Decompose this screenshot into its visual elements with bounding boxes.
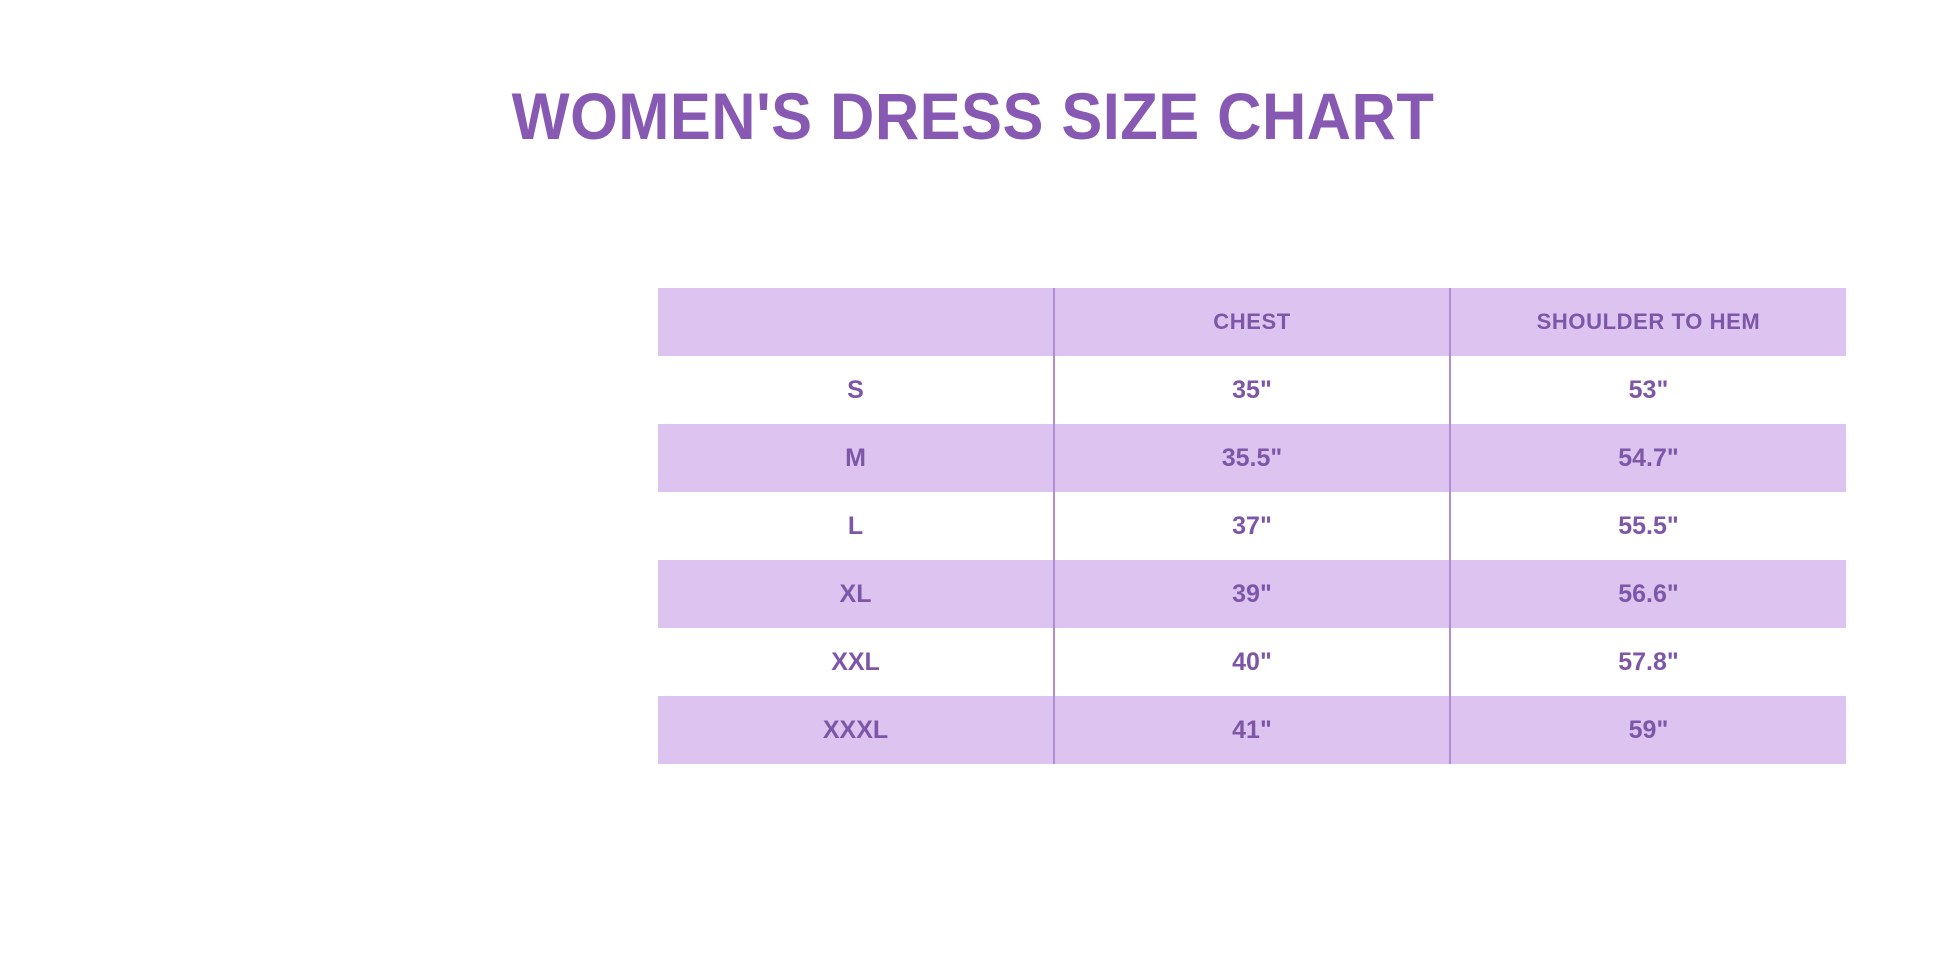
table-row: XXXL 41" 59"	[658, 696, 1846, 764]
cell-shoulder-to-hem: 56.6"	[1449, 560, 1846, 628]
cell-size: S	[847, 375, 864, 404]
column-header-size	[658, 288, 1054, 356]
cell-shoulder-to-hem: 59"	[1449, 696, 1846, 764]
cell-shoulder-to-hem: 55.5"	[1449, 492, 1846, 560]
cell-chest: 39"	[1053, 560, 1450, 628]
page-title: WOMEN'S DRESS SIZE CHART	[511, 79, 1435, 153]
cell-shoulder-to-hem: 57.8"	[1449, 628, 1846, 696]
cell-size: M	[845, 443, 866, 472]
table-row: S 35" 53"	[658, 356, 1846, 424]
table-row: XXL 40" 57.8"	[658, 628, 1846, 696]
cell-chest: 41"	[1053, 696, 1450, 764]
column-header-chest: CHEST	[1053, 288, 1450, 356]
cell-chest: 40"	[1053, 628, 1450, 696]
table-header: CHEST SHOULDER TO HEM	[658, 288, 1846, 356]
table-body: S 35" 53" M 35.5" 54.7" L 37" 55.5" XL 3…	[658, 356, 1846, 764]
cell-chest: 35.5"	[1053, 424, 1450, 492]
table-row: XL 39" 56.6"	[658, 560, 1846, 628]
size-chart-table: CHEST SHOULDER TO HEM S 35" 53" M 35.5" …	[658, 288, 1846, 764]
cell-size: XL	[839, 579, 872, 608]
table-row: M 35.5" 54.7"	[658, 424, 1846, 492]
column-header-shoulder-to-hem: SHOULDER TO HEM	[1449, 288, 1846, 356]
cell-size: XXL	[831, 647, 880, 676]
cell-size: L	[847, 511, 864, 540]
cell-chest: 35"	[1053, 356, 1450, 424]
table-row: L 37" 55.5"	[658, 492, 1846, 560]
cell-shoulder-to-hem: 54.7"	[1449, 424, 1846, 492]
cell-size: XXXL	[822, 715, 889, 744]
cell-shoulder-to-hem: 53"	[1449, 356, 1846, 424]
cell-chest: 37"	[1053, 492, 1450, 560]
table-header-row: CHEST SHOULDER TO HEM	[658, 288, 1846, 356]
